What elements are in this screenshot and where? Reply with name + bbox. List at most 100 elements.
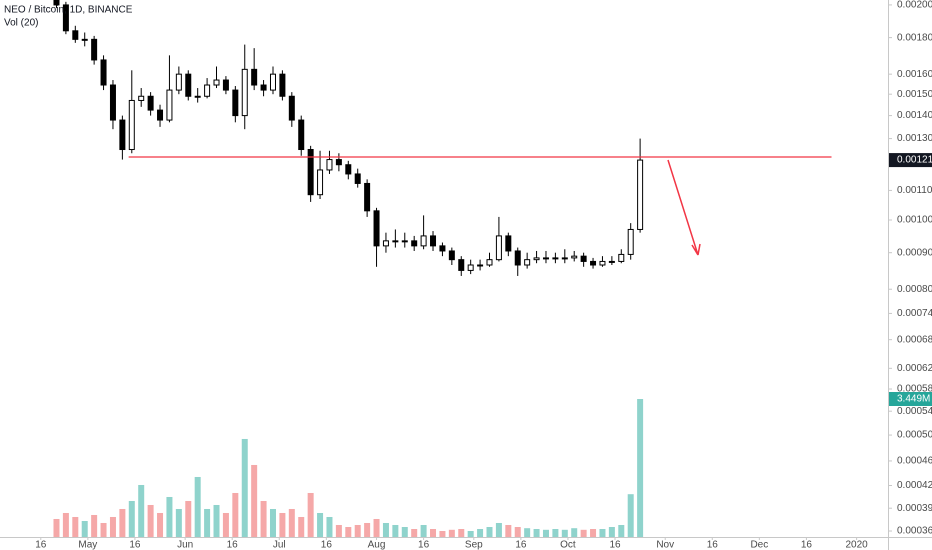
candle-body <box>213 79 220 86</box>
volume-bar <box>128 500 135 537</box>
candle-body <box>345 164 352 175</box>
x-tick-label: May <box>78 540 97 550</box>
volume-bar <box>382 522 389 537</box>
candle-body <box>542 257 549 260</box>
volume-bar <box>505 524 512 537</box>
candle-body <box>552 257 559 260</box>
volume-bar <box>279 512 286 537</box>
x-tick-label: 16 <box>35 540 47 550</box>
candle-body <box>288 95 295 121</box>
volume-bar <box>232 492 239 537</box>
candle-body <box>618 253 625 262</box>
volume-bar <box>213 504 220 537</box>
x-tick-label: 16 <box>129 540 141 550</box>
volume-bar <box>222 512 229 537</box>
volume-bar <box>147 504 154 537</box>
candle-body <box>448 250 455 261</box>
candle-body <box>392 240 399 243</box>
volume-bar <box>166 496 173 537</box>
volume-bar <box>533 528 540 537</box>
volume-bar <box>467 530 474 537</box>
candle-body <box>109 84 116 121</box>
candle-body <box>637 159 644 230</box>
volume-bar <box>307 492 314 537</box>
drawn-arrow <box>667 159 701 256</box>
candle-body <box>232 89 239 117</box>
volume-bar <box>317 512 324 537</box>
volume-bar <box>637 399 644 537</box>
candle-body <box>627 228 634 255</box>
candle-body <box>62 4 69 32</box>
candle-body <box>335 159 342 166</box>
volume-tag-label: 3.449M <box>897 394 930 405</box>
volume-bar <box>241 438 248 537</box>
candle-body <box>128 99 135 151</box>
volume-bar <box>599 528 606 537</box>
candle-body <box>175 73 182 91</box>
volume-bar <box>298 516 305 537</box>
volume-bar <box>81 520 88 537</box>
candle-body <box>533 257 540 261</box>
candle-body <box>147 95 154 111</box>
volume-bar <box>448 529 455 537</box>
candle-body <box>524 259 531 266</box>
volume-bar <box>373 518 380 537</box>
x-tick-label: 16 <box>515 540 527 550</box>
candle-body <box>364 182 371 212</box>
x-tick-label: Jul <box>273 540 286 550</box>
volume-bar <box>251 464 258 537</box>
candle-body <box>100 59 107 86</box>
candle-body <box>326 159 333 171</box>
volume-bar <box>53 518 60 537</box>
volume-bar <box>335 524 342 537</box>
volume-bar <box>514 526 521 537</box>
y-tick-label: 0.000395 <box>897 503 932 514</box>
volume-bar <box>72 516 79 537</box>
price-tag <box>889 153 932 168</box>
candle-body <box>354 173 361 184</box>
volume-bar <box>119 508 126 537</box>
volume-title: Vol (20) <box>4 18 38 29</box>
x-tick-label: Oct <box>560 540 576 550</box>
volume-bar <box>411 528 418 537</box>
candle-body <box>401 240 408 243</box>
candle-body <box>420 235 427 247</box>
volume-bar <box>608 526 615 537</box>
candle-body <box>298 119 305 151</box>
volume-bar <box>430 528 437 537</box>
candle-body <box>166 89 173 121</box>
candle-body <box>260 84 267 91</box>
volume-bar <box>175 508 182 537</box>
candle-body <box>411 240 418 247</box>
candle-body <box>608 260 615 263</box>
candle-body <box>580 255 587 262</box>
x-tick-label: 16 <box>707 540 719 550</box>
volume-bar <box>627 494 634 537</box>
volume-bar <box>185 500 192 537</box>
x-tick-label: Aug <box>368 540 386 550</box>
volume-bar <box>138 484 145 537</box>
candle-body <box>241 68 248 117</box>
candle-body <box>514 250 521 266</box>
volume-bar <box>269 508 276 537</box>
x-tick-label: 16 <box>609 540 621 550</box>
volume-bar <box>542 529 549 537</box>
volume-bar <box>260 500 267 537</box>
x-tick-label: 16 <box>321 540 333 550</box>
candle-body <box>467 264 474 271</box>
volume-bar <box>194 476 201 537</box>
x-tick-label: Nov <box>656 540 674 550</box>
price-pane <box>53 0 644 276</box>
candle-body <box>119 119 126 151</box>
candle-body <box>458 259 465 271</box>
